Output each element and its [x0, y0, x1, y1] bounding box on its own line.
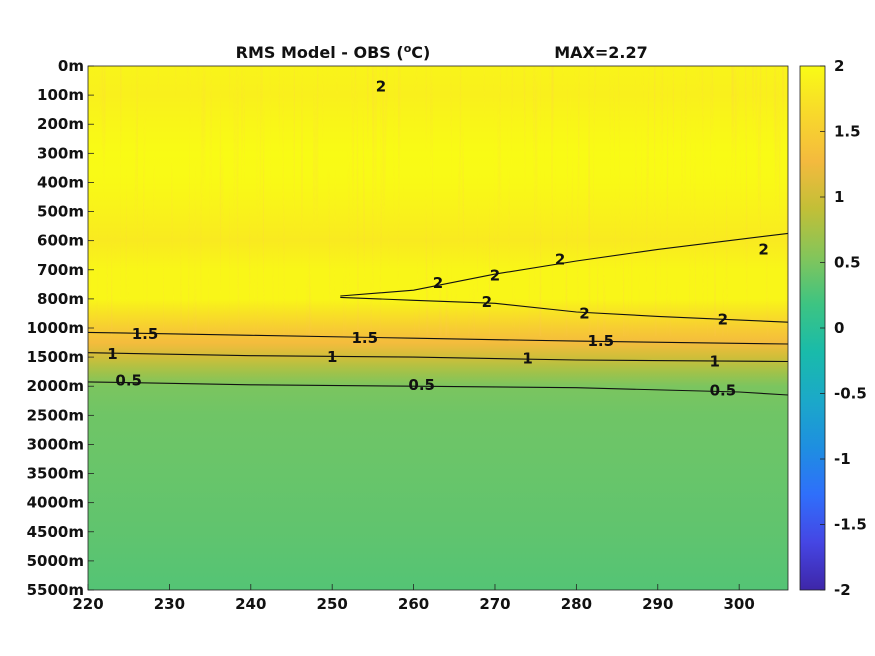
y-tick-label: 2500m	[27, 406, 84, 424]
y-tick-label: 4000m	[27, 494, 84, 512]
y-tick-label: 4500m	[27, 523, 84, 541]
x-tick-label: 270	[479, 595, 510, 613]
title: RMS Model - OBS (oC)	[236, 42, 431, 62]
contour-label: 2	[433, 274, 443, 292]
contour-label: 1	[327, 348, 337, 366]
x-tick-label: 250	[317, 595, 348, 613]
y-tick-label: 2000m	[27, 377, 84, 395]
max-label: MAX=2.27	[554, 43, 648, 62]
plot-area: 2 2 2 2 2 2 2 2 1.5 1.5 1.5 1 1 1 1 0.5 0.5 0.5	[87, 65, 789, 591]
colorbar-tick-label: -2	[834, 581, 851, 599]
contour-lines	[88, 232, 788, 396]
contour-labels: 2 2 2 2 2 2 2 2 1.5 1.5 1.5 1 1 1 1 0.5 0.5 0.5	[107, 77, 769, 399]
y-tick-label: 3500m	[27, 465, 84, 483]
contour-label: 1	[710, 352, 720, 370]
contour-label: 2	[490, 267, 500, 285]
contour-label: 1	[107, 345, 117, 363]
y-tick-label: 100m	[37, 86, 84, 104]
x-tick-label: 230	[154, 595, 185, 613]
contour-label: 2	[555, 251, 565, 269]
chart-title: RMS Model - OBS (oC) MAX=2.27	[236, 42, 648, 62]
contour-label: 2	[376, 77, 386, 95]
x-tick-label: 220	[72, 595, 103, 613]
y-tick-label: 400m	[37, 173, 84, 191]
y-tick-label: 0m	[58, 57, 84, 75]
y-tick-label: 5500m	[27, 581, 84, 599]
contour-label: 2	[482, 293, 492, 311]
contour-label: 1.5	[588, 332, 615, 350]
y-tick-label: 5000m	[27, 552, 84, 570]
colorbar: 2 1.5 1 0.5 0 -0.5 -1 -1.5 -2	[799, 57, 867, 599]
contour-label: 0.5	[115, 371, 142, 389]
y-tick-label: 700m	[37, 261, 84, 279]
colorbar-tick-label: 2	[834, 57, 844, 75]
y-tick-label: 1000m	[27, 319, 84, 337]
y-tick-label: 3000m	[27, 435, 84, 453]
x-tick-label: 240	[235, 595, 266, 613]
contour-label: 2	[579, 304, 589, 322]
colorbar-tick-label: 1	[834, 188, 844, 206]
colorbar-tick-label: -1	[834, 450, 851, 468]
colorbar-tick-label: 0.5	[834, 254, 861, 272]
colorbar-tick-label: -0.5	[834, 385, 867, 403]
y-axis: 0m 100m 200m 300m 400m 500m 600m 700m 800m 1000m 1…	[27, 57, 94, 599]
contour-line-1_5	[88, 331, 788, 345]
contour-label: 2	[718, 310, 728, 328]
contour-label: 1.5	[351, 329, 378, 347]
contour-label: 0.5	[408, 376, 435, 394]
contour-label: 1.5	[132, 325, 159, 343]
x-axis: 220 230 240 250 260 270 280 290 300	[72, 584, 755, 613]
x-tick-label: 280	[561, 595, 592, 613]
y-tick-label: 300m	[37, 144, 84, 162]
x-tick-label: 260	[398, 595, 429, 613]
contour-line-0_5	[88, 381, 788, 396]
contour-line-2	[340, 232, 788, 297]
contour-label: 0.5	[710, 382, 737, 400]
contour-line-1	[88, 352, 788, 363]
y-tick-label: 1500m	[27, 348, 84, 366]
y-tick-label: 800m	[37, 290, 84, 308]
contour-label: 2	[758, 240, 768, 258]
colorbar-ticks: 2 1.5 1 0.5 0 -0.5 -1 -1.5 -2	[820, 57, 867, 599]
heatmap-streaks	[88, 66, 788, 336]
y-tick-label: 500m	[37, 203, 84, 221]
contour-label: 1	[522, 350, 532, 368]
x-tick-label: 300	[724, 595, 755, 613]
y-tick-label: 200m	[37, 115, 84, 133]
x-tick-label: 290	[642, 595, 673, 613]
colorbar-tick-label: 1.5	[834, 123, 861, 141]
colorbar-tick-label: -1.5	[834, 516, 867, 534]
y-tick-label: 600m	[37, 232, 84, 250]
colorbar-tick-label: 0	[834, 319, 844, 337]
contour-line-2	[340, 296, 788, 323]
